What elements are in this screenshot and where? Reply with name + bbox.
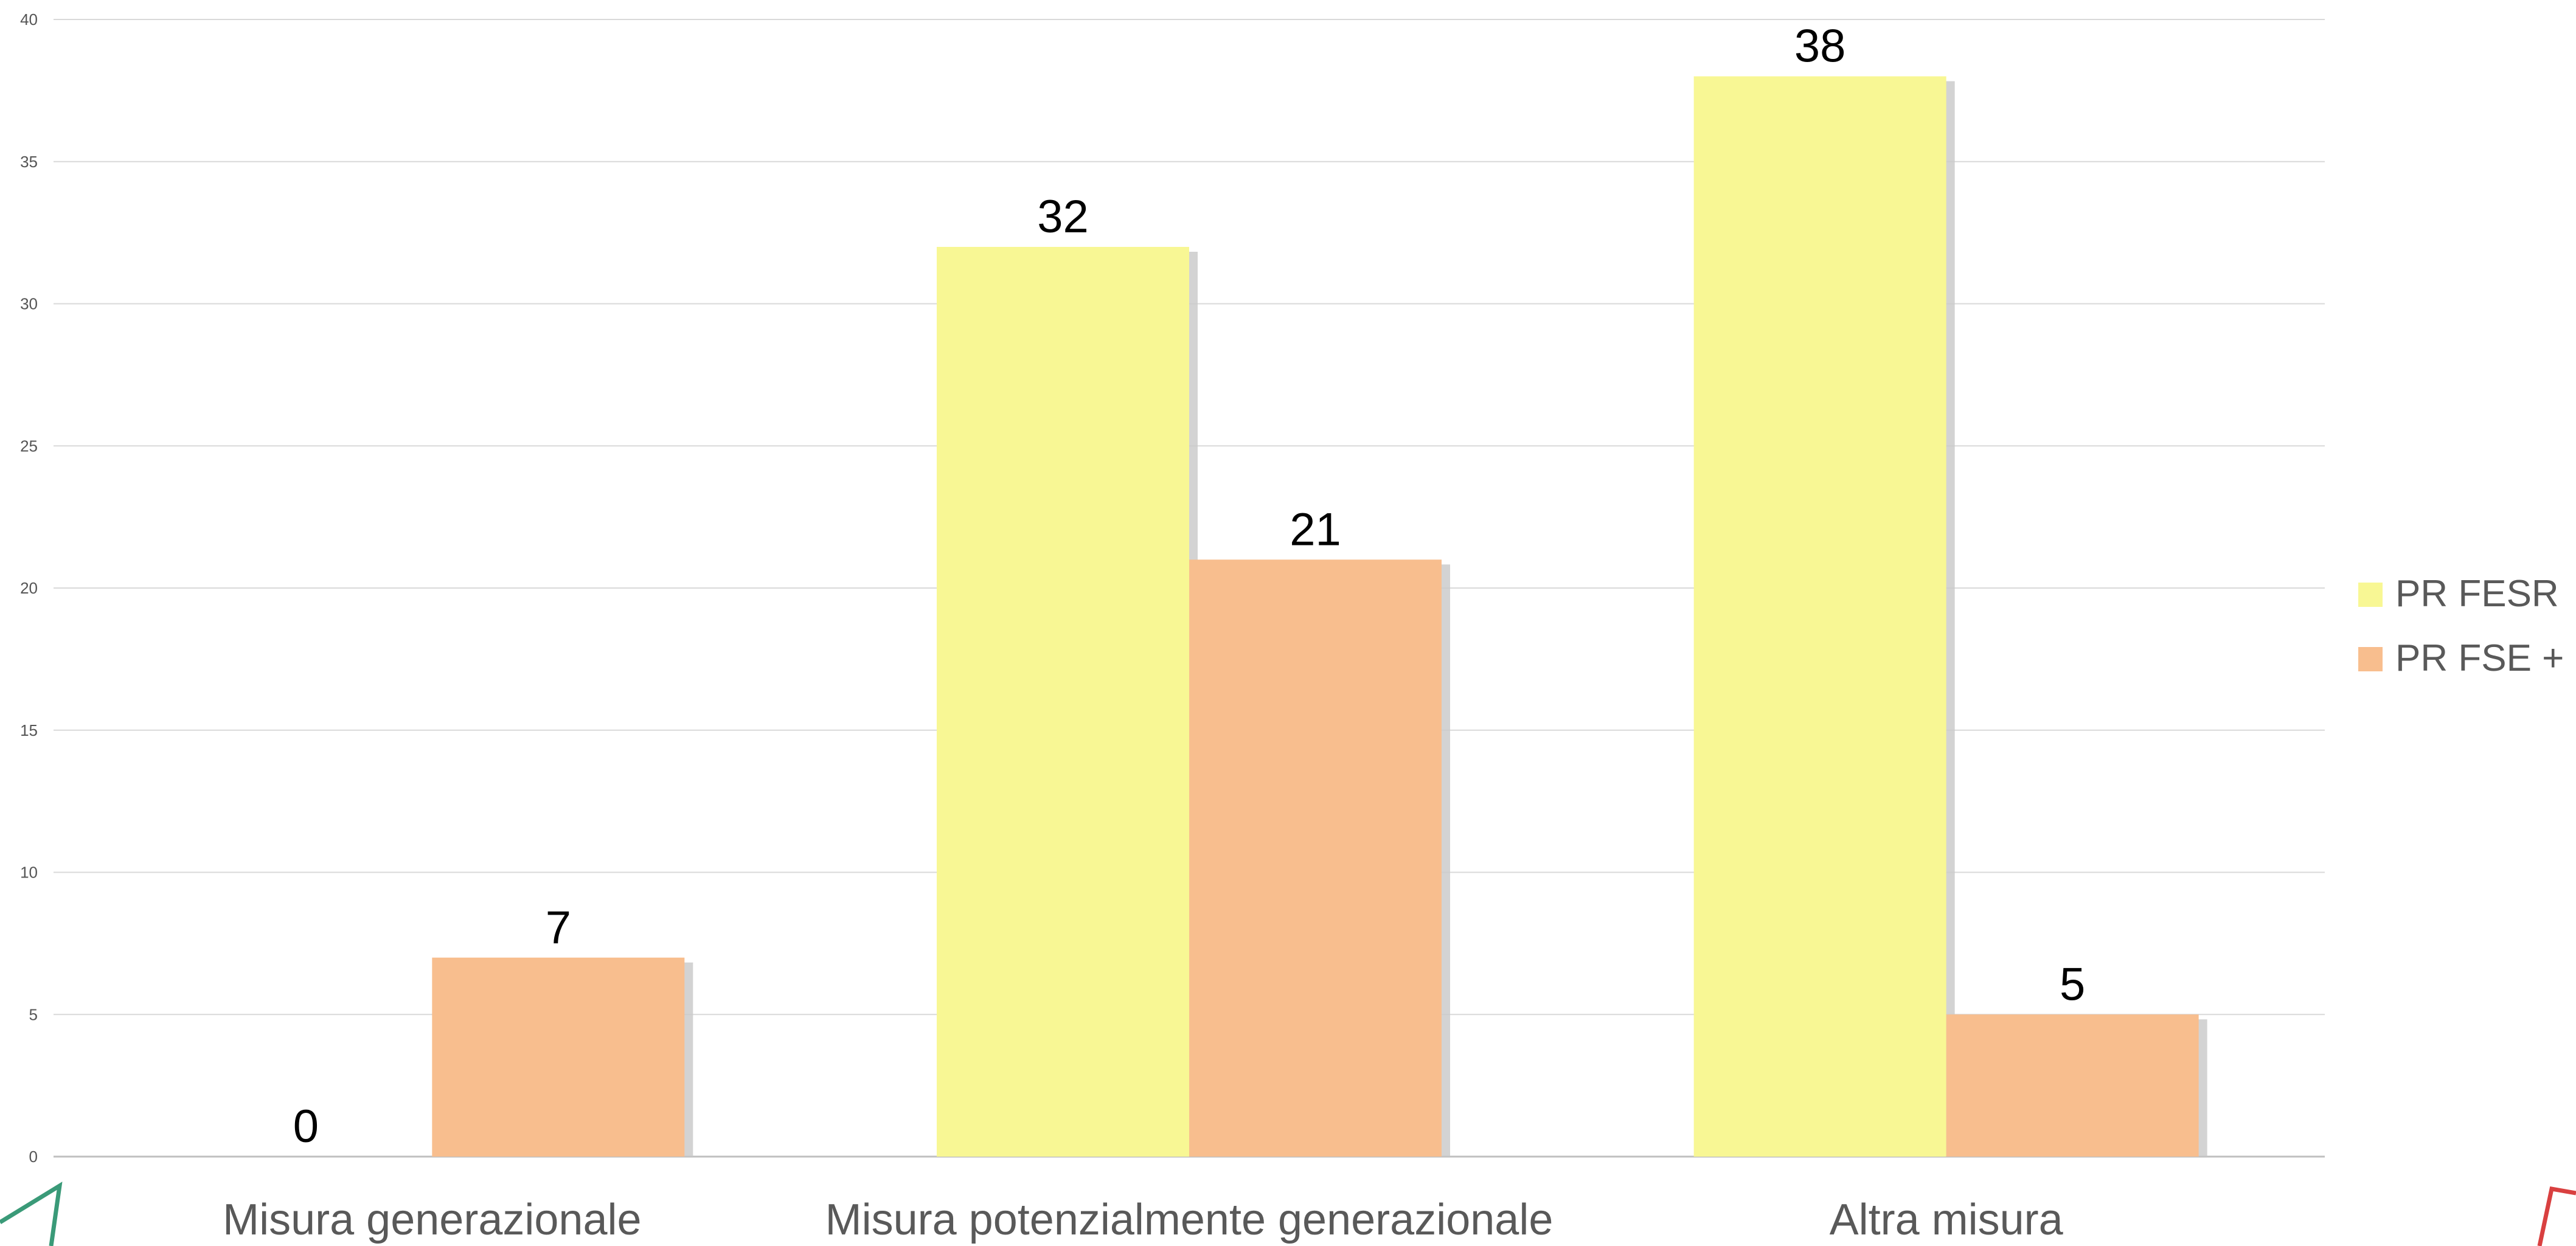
bar-pr-fse-0: [432, 957, 685, 1157]
y-tick-label: 5: [29, 1005, 38, 1023]
data-label: 38: [1794, 21, 1846, 72]
corner-decoration-left: [0, 1182, 63, 1246]
y-axis-ticks: 0 5 10 15 20 25 30 35 40: [20, 10, 38, 1166]
bar-pr-fesr-1: [937, 247, 1189, 1157]
data-label: 7: [546, 902, 571, 954]
y-tick-label: 0: [29, 1147, 38, 1166]
y-tick-label: 15: [20, 721, 38, 739]
legend: PR FESR PR FSE +: [2358, 573, 2564, 679]
bar-pr-fse-2: [1946, 1014, 2199, 1157]
legend-label: PR FSE +: [2395, 637, 2564, 679]
category-label: Misura potenzialmente generazionale: [825, 1196, 1554, 1244]
legend-label: PR FESR: [2395, 573, 2559, 615]
corner-decoration-right: [2537, 1186, 2576, 1246]
data-label: 0: [293, 1101, 319, 1152]
y-tick-label: 40: [20, 10, 38, 29]
x-axis-categories: Misura generazionale Misura potenzialment…: [223, 1196, 2064, 1244]
category-label: Misura generazionale: [223, 1196, 641, 1244]
legend-swatch: [2358, 583, 2383, 607]
y-tick-label: 25: [20, 437, 38, 455]
data-label: 5: [2060, 958, 2085, 1010]
y-tick-label: 10: [20, 864, 38, 882]
data-label: 32: [1037, 191, 1089, 243]
data-labels: 0 7 32 21 38 5: [293, 21, 2086, 1153]
y-tick-label: 20: [20, 579, 38, 597]
bars: [432, 76, 2207, 1157]
bar-pr-fesr-2: [1693, 76, 1946, 1157]
category-label: Altra misura: [1830, 1196, 2064, 1244]
y-tick-label: 30: [20, 295, 38, 313]
legend-swatch: [2358, 647, 2383, 671]
y-tick-label: 35: [20, 153, 38, 171]
bar-pr-fse-1: [1189, 559, 1442, 1157]
data-label: 21: [1290, 504, 1341, 555]
